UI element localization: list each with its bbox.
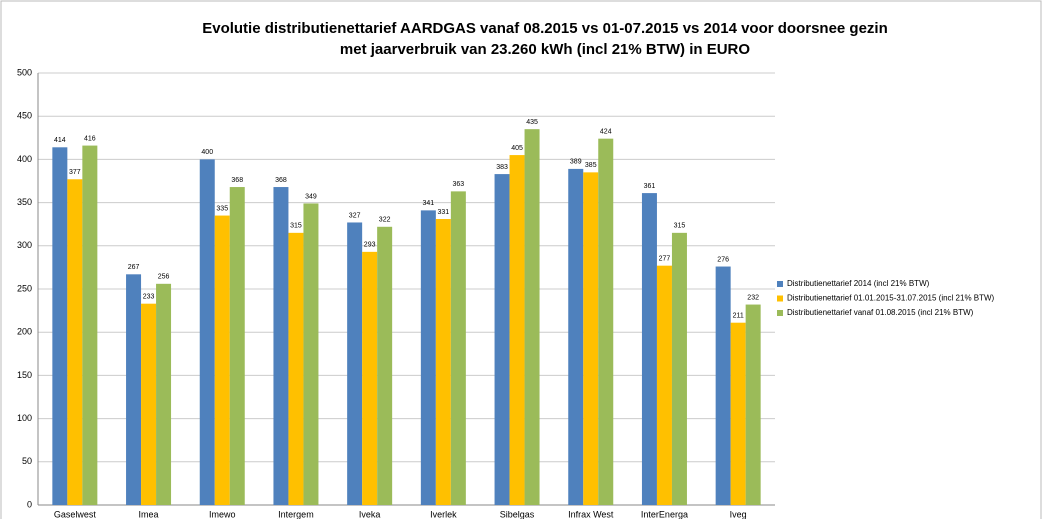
x-tick-label: Sibelgas — [500, 509, 535, 519]
y-tick-label: 500 — [17, 67, 32, 77]
legend-swatch — [777, 295, 783, 302]
value-label: 315 — [674, 223, 686, 230]
bar — [568, 168, 584, 506]
bar — [730, 322, 746, 505]
value-label: 335 — [216, 205, 228, 212]
y-tick-label: 100 — [17, 413, 32, 423]
value-label: 276 — [717, 256, 729, 263]
value-label: 349 — [305, 193, 317, 200]
value-label: 315 — [290, 223, 302, 230]
bar — [509, 155, 525, 505]
bar — [420, 210, 436, 505]
value-label: 361 — [644, 183, 656, 190]
bar — [214, 215, 230, 505]
value-label: 232 — [747, 294, 759, 301]
value-label: 400 — [201, 149, 213, 156]
bar — [641, 193, 657, 505]
x-tick-label: Intergem — [278, 509, 314, 519]
value-label: 405 — [511, 145, 523, 152]
bar — [583, 172, 599, 506]
value-label: 256 — [158, 274, 170, 281]
y-tick-label: 400 — [17, 154, 32, 164]
bar — [82, 145, 98, 506]
value-label: 377 — [69, 169, 81, 176]
bar — [435, 219, 451, 506]
value-label: 416 — [84, 135, 96, 142]
bar — [362, 251, 378, 505]
value-label: 368 — [231, 177, 243, 184]
bar — [347, 222, 363, 506]
value-label: 331 — [438, 209, 450, 216]
y-tick-label: 450 — [17, 111, 32, 121]
y-tick-label: 200 — [17, 327, 32, 337]
bar — [156, 283, 172, 505]
bar — [288, 232, 304, 505]
value-label: 341 — [423, 200, 435, 207]
value-label: 363 — [453, 181, 465, 188]
x-tick-label: Imewo — [209, 509, 236, 519]
legend-label: Distributienettarief 01.01.2015-31.07.20… — [787, 294, 995, 303]
x-tick-label: Infrax West — [568, 509, 614, 519]
value-label: 211 — [733, 313, 744, 320]
bar — [656, 265, 672, 505]
value-label: 277 — [659, 256, 671, 263]
y-tick-label: 150 — [17, 370, 32, 380]
legend-swatch — [777, 310, 783, 316]
value-label: 424 — [600, 129, 612, 136]
y-tick-label: 0 — [27, 499, 32, 509]
value-label: 322 — [379, 217, 391, 224]
chart-title: Evolutie distributienettarief AARDGAS va… — [202, 20, 888, 37]
bar — [745, 304, 761, 505]
legend-swatch — [777, 281, 783, 287]
bar — [303, 203, 319, 506]
value-label: 267 — [128, 264, 140, 271]
value-label: 435 — [526, 119, 538, 126]
x-tick-label: Iverlek — [430, 509, 457, 519]
legend-label: Distributienettarief vanaf 01.08.2015 (i… — [787, 308, 974, 317]
value-label: 368 — [275, 177, 287, 184]
bar — [141, 303, 157, 505]
y-tick-label: 50 — [22, 456, 32, 466]
bar — [126, 274, 142, 505]
value-label: 389 — [570, 159, 582, 166]
y-tick-label: 250 — [17, 283, 32, 293]
x-tick-label: Gaselwest — [54, 509, 97, 519]
bar — [273, 187, 289, 505]
bar — [494, 174, 510, 505]
value-label: 233 — [143, 294, 155, 301]
bar — [67, 179, 83, 505]
bar — [524, 129, 540, 505]
y-tick-label: 350 — [17, 197, 32, 207]
x-tick-label: Iveka — [359, 509, 381, 519]
value-label: 293 — [364, 242, 376, 249]
x-tick-label: Iveg — [730, 509, 747, 519]
bar — [377, 226, 393, 506]
bar — [450, 191, 466, 506]
y-tick-label: 300 — [17, 240, 32, 250]
value-label: 327 — [349, 212, 361, 219]
x-tick-label: Imea — [139, 509, 159, 519]
bar — [52, 147, 68, 505]
legend-label: Distributienettarief 2014 (incl 21% BTW) — [787, 279, 930, 288]
bar — [671, 232, 687, 505]
bar — [229, 187, 245, 505]
bar — [598, 138, 614, 505]
value-label: 383 — [496, 164, 508, 171]
bar — [715, 266, 731, 505]
value-label: 385 — [585, 162, 597, 169]
bar — [199, 159, 215, 505]
x-tick-label: InterEnerga — [641, 509, 688, 519]
chart-subtitle: met jaarverbruik van 23.260 kWh (incl 21… — [340, 41, 750, 58]
value-label: 414 — [54, 137, 66, 144]
